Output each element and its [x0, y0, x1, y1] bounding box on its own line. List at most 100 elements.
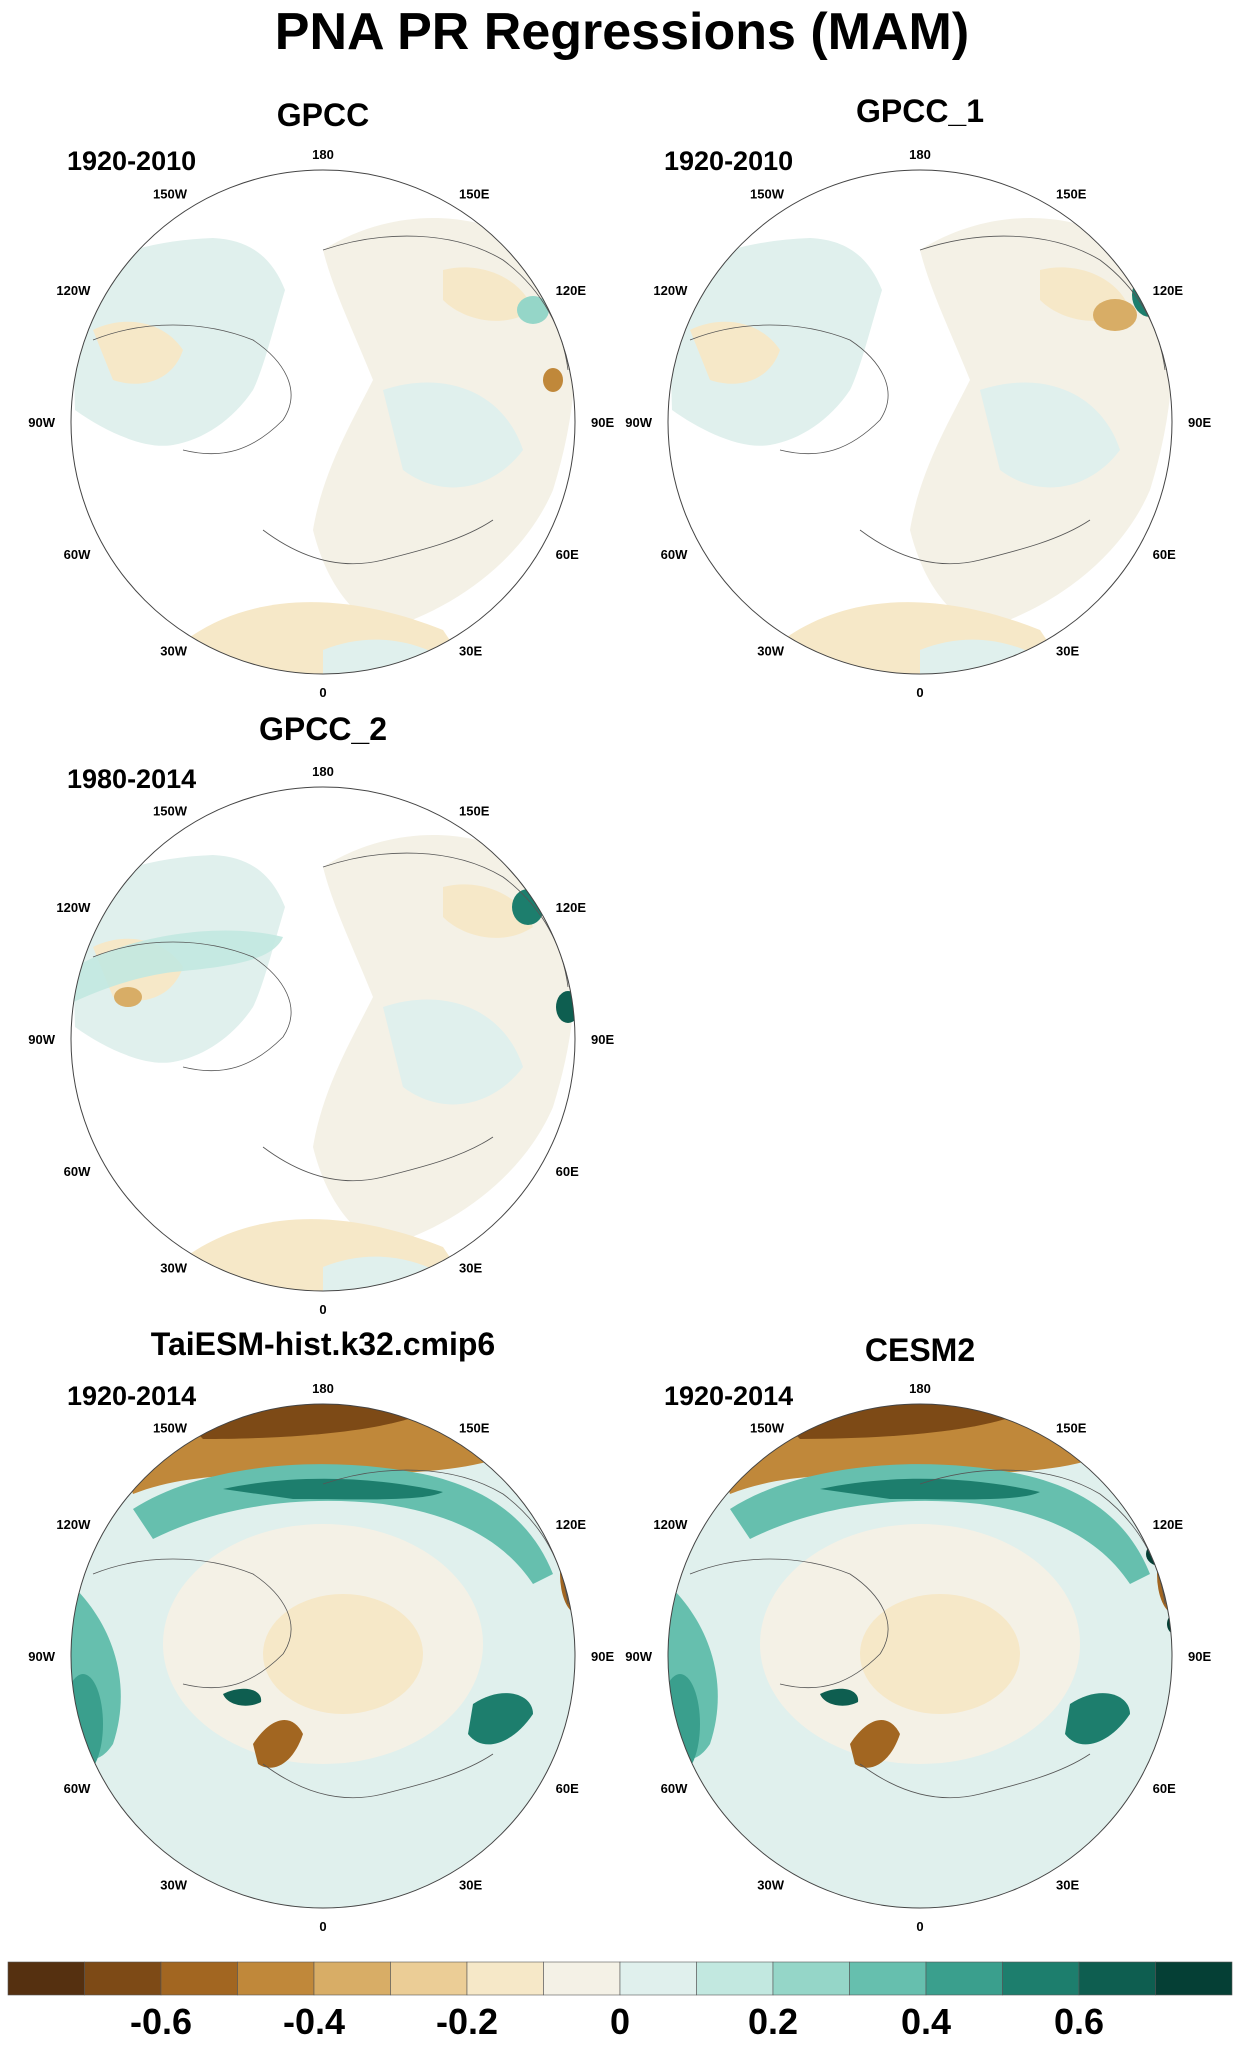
lon-label: 90W — [625, 1649, 652, 1664]
lon-label: 180 — [312, 147, 334, 162]
lon-label: 30E — [459, 1261, 482, 1276]
lon-label: 90E — [1188, 415, 1211, 430]
lon-label: 30E — [1056, 1878, 1079, 1893]
lon-label: 150W — [153, 803, 188, 818]
colorbar-swatch — [925, 1961, 1003, 1996]
lon-label: 150W — [153, 186, 188, 201]
map-boundary — [70, 169, 576, 675]
lon-label: 150E — [459, 1420, 490, 1435]
colorbar-tick-label: 0.6 — [1054, 2001, 1104, 2042]
panel-title: GPCC_2 — [258, 711, 388, 747]
lon-label: 90W — [625, 415, 652, 430]
lon-label: 60E — [556, 547, 579, 562]
colorbar-tick-label: 0.4 — [901, 2001, 951, 2042]
lon-label: 60W — [64, 547, 91, 562]
lon-label: 120W — [653, 1517, 688, 1532]
colorbar-swatch — [160, 1961, 238, 1996]
lon-label: 150W — [750, 186, 785, 201]
panel-gpcc: GPCC 1920-2010 180 150E 120E 90E 60E 30E 0 30W 6… — [23, 90, 623, 730]
lon-label: 90W — [28, 1032, 55, 1047]
wet-band — [730, 1464, 1150, 1584]
lon-label: 60W — [64, 1781, 91, 1796]
colorbar-tick-label: -0.6 — [130, 2001, 192, 2042]
colorbar-swatch — [619, 1961, 697, 1996]
lon-label: 120E — [1153, 1517, 1184, 1532]
colorbar-tick-label: 0 — [610, 2001, 630, 2042]
lon-label: 60W — [661, 547, 688, 562]
lon-label: 60E — [556, 1164, 579, 1179]
colorbar-tick-label: -0.2 — [436, 2001, 498, 2042]
lon-label: 180 — [312, 1381, 334, 1396]
panel-gpcc1: GPCC_1 1920-2010 180 150E 120E 90E 60E 30E 0 30… — [620, 90, 1220, 730]
panel-title: CESM2 — [864, 1332, 976, 1368]
lon-label: 30W — [160, 1878, 187, 1893]
panel-title: TaiESM-hist.k32.cmip6 — [150, 1326, 496, 1362]
map-boundary — [667, 1403, 1173, 1909]
colorbar-swatch — [84, 1961, 162, 1996]
lon-label: 60W — [661, 1781, 688, 1796]
map-field — [71, 1404, 575, 1908]
polar-map: 180 150E 120E 90E 60E 30E 0 30W 60W 90W 120W 150W — [28, 764, 614, 1317]
lon-label: 30E — [1056, 644, 1079, 659]
lon-label: 150W — [153, 1420, 188, 1435]
lon-label: 30W — [160, 644, 187, 659]
lon-label: 60E — [1153, 1781, 1176, 1796]
colorbar-tick-label: 0.2 — [748, 2001, 798, 2042]
polar-map: 180 150E 120E 90E 60E 30E 0 30W 60W 90W 120W 150W — [28, 1381, 614, 1934]
colorbar-swatch — [237, 1961, 315, 1996]
colorbar-swatch — [1078, 1961, 1156, 1996]
lon-label: 0 — [916, 685, 923, 700]
polar-map: 180 150E 120E 90E 60E 30E 0 30W 60W 90W 120W 150W — [625, 147, 1211, 700]
map-field — [71, 170, 575, 674]
map-field — [668, 1404, 1172, 1908]
lon-label: 0 — [319, 685, 326, 700]
lon-label: 30W — [757, 1878, 784, 1893]
lon-label: 150W — [750, 1420, 785, 1435]
lon-label: 180 — [312, 764, 334, 779]
colorbar-swatch — [313, 1961, 391, 1996]
lon-label: 90E — [591, 415, 614, 430]
lon-label: 120W — [653, 283, 688, 298]
lon-label: 0 — [319, 1919, 326, 1934]
map-boundary — [667, 169, 1173, 675]
lon-label: 120E — [556, 283, 587, 298]
land-north-america — [71, 238, 285, 446]
panel-period: 1920-2010 — [664, 146, 794, 176]
lon-label: 0 — [319, 1302, 326, 1317]
figure-title: PNA PR Regressions (MAM) — [274, 3, 970, 61]
lon-label: 90E — [591, 1032, 614, 1047]
lon-label: 120E — [556, 1517, 587, 1532]
lon-label: 180 — [909, 147, 931, 162]
colorbar-swatch — [772, 1961, 850, 1996]
panel-period: 1980-2014 — [67, 764, 197, 794]
colorbar-swatch — [7, 1961, 85, 1996]
map-boundary — [70, 786, 576, 1292]
lon-label: 150E — [1056, 186, 1087, 201]
lon-label: 90W — [28, 1649, 55, 1664]
colorbar-swatch — [543, 1961, 621, 1996]
land-north-america — [668, 238, 882, 446]
colorbar-swatch — [1002, 1961, 1080, 1996]
map-boundary — [70, 1403, 576, 1909]
panel-title: GPCC — [276, 97, 370, 133]
map-field — [668, 170, 1172, 674]
lon-label: 90E — [1188, 1649, 1211, 1664]
lon-label: 30W — [757, 644, 784, 659]
polar-map: 180 150E 120E 90E 60E 30E 0 30W 60W 90W 120W 150W — [28, 147, 614, 700]
lon-label: 120W — [56, 1517, 91, 1532]
lon-label: 0 — [916, 1919, 923, 1934]
map-field — [71, 787, 575, 1291]
lon-label: 60E — [556, 1781, 579, 1796]
panel-period: 1920-2010 — [67, 146, 197, 176]
lon-label: 90W — [28, 415, 55, 430]
colorbar-swatch — [390, 1961, 468, 1996]
lon-label: 180 — [909, 1381, 931, 1396]
panel-title: GPCC_1 — [855, 93, 985, 129]
lon-label: 150E — [1056, 1420, 1087, 1435]
polar-map: 180 150E 120E 90E 60E 30E 0 30W 60W 90W 120W 150W — [625, 1381, 1211, 1934]
panel-gpcc2: GPCC_2 1980-2014 180 150E 120E 90E 60E 30E 0 30… — [23, 707, 623, 1347]
lon-label: 120W — [56, 283, 91, 298]
lon-label: 120E — [1153, 283, 1184, 298]
lon-label: 150E — [459, 803, 490, 818]
